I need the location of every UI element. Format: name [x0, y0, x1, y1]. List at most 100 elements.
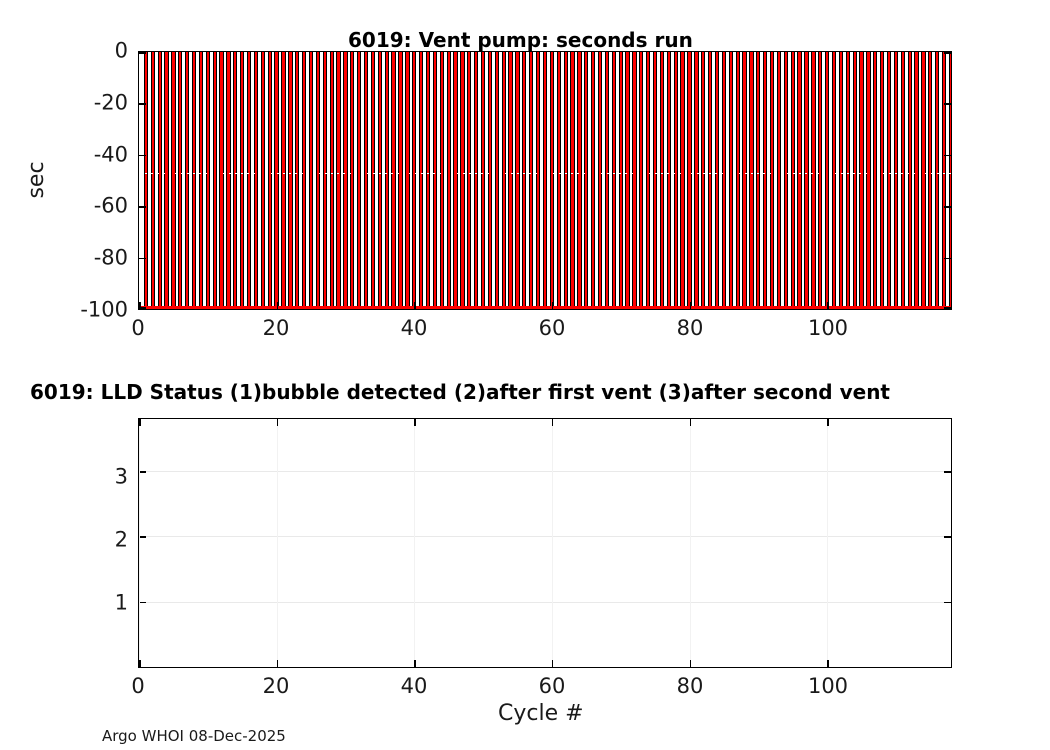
bar-cycle [591, 52, 596, 309]
vent-y-tickmark [139, 257, 146, 260]
lld-status-axes [138, 418, 952, 668]
vent-ytick-m100: -100 [80, 297, 128, 322]
bar-cycle [198, 52, 204, 309]
vent-pump-axes [138, 51, 952, 310]
vent-y-tickmark [139, 154, 146, 157]
bar-cycle [302, 52, 307, 309]
vent-ytick-m80: -80 [93, 245, 128, 270]
vent-xtick-0: 0 [131, 316, 145, 340]
lld-gridline-h [139, 536, 951, 538]
lld-y-tickmark [139, 601, 146, 604]
bar-cycle [625, 52, 630, 309]
vent-xtick-80: 80 [676, 316, 704, 340]
lld-x-tickmark [689, 660, 692, 667]
bar-cycle [763, 52, 768, 309]
bar-cycle [694, 52, 699, 309]
bar-cycle [419, 52, 424, 309]
bar-cycle [157, 52, 162, 309]
lld-xtick-80: 80 [676, 674, 704, 698]
vent-x-tickmark [827, 302, 829, 309]
bar-cycle [804, 52, 809, 309]
lld-y-tickmark [944, 536, 951, 539]
bar-cycle [604, 52, 610, 309]
bar-cycle [191, 52, 197, 309]
vent-y-tickmark [139, 307, 146, 309]
bar-cycle [652, 52, 658, 309]
bar-cycle [219, 52, 224, 309]
bar-cycle [797, 52, 802, 309]
bar-cycle [522, 52, 527, 309]
lld-status-plot-title: 6019: LLD Status (1)bubble detected (2)a… [30, 380, 890, 404]
lld-ytick-3: 3 [114, 464, 128, 489]
vent-x-tickmark [414, 302, 416, 309]
bar-cycle [639, 52, 644, 309]
bar-cycle [708, 52, 713, 309]
bar-cycle [501, 52, 506, 309]
bar-cycle [776, 52, 782, 309]
vent-xtick-100: 100 [807, 316, 849, 340]
lld-y-tickmark [944, 471, 951, 473]
bar-cycle [432, 52, 438, 309]
lld-x-tickmark [551, 419, 554, 426]
bar-cycle [322, 52, 327, 309]
bar-cycle [735, 52, 740, 309]
bar-cycle [205, 52, 210, 309]
lld-xtick-60: 60 [538, 674, 566, 698]
lld-x-tickmark [551, 660, 554, 667]
bar-cycle [233, 52, 238, 309]
bar-cycle [721, 52, 727, 309]
bar-cycle [336, 52, 341, 309]
bar-cycle [529, 52, 534, 309]
bar-cycle [941, 52, 947, 309]
bar-cycle [769, 52, 775, 309]
bar-cycle [370, 52, 376, 309]
bar-cycle [329, 52, 334, 309]
bar-cycle [467, 52, 472, 309]
vent-y-tickmark [944, 206, 951, 208]
vent-pump-plot-title: 6019: Vent pump: seconds run [348, 28, 693, 52]
bar-cycle [687, 52, 692, 309]
vent-y-tickmark [944, 52, 951, 54]
lld-gridline-v [414, 419, 416, 667]
lld-x-tickmark [414, 419, 416, 426]
lld-gridline-h [139, 471, 951, 473]
bar-cycle [253, 52, 259, 309]
bar-cycle [859, 52, 864, 309]
bar-cycle [618, 52, 623, 309]
bar-cycle [412, 52, 417, 309]
vent-ytick-m60: -60 [93, 193, 128, 218]
vent-ytick-m40: -40 [93, 142, 128, 167]
bar-cycle [143, 52, 148, 309]
vent-y-tickmark [139, 103, 146, 105]
bar-cycle [308, 52, 314, 309]
bar-cycle [893, 52, 899, 309]
bar-cycle [611, 52, 616, 309]
vent-x-tickmark [689, 302, 692, 309]
bar-cycle [673, 52, 678, 309]
bar-cycle [666, 52, 671, 309]
bar-cycle [818, 52, 823, 309]
bar-cycle [150, 52, 155, 309]
lld-x-tickmark [276, 419, 279, 426]
bar-cycle [886, 52, 892, 309]
vent-y-tickmark [139, 206, 146, 208]
bar-cycle [556, 52, 561, 309]
bar-cycle [831, 52, 837, 309]
bar-cycle [178, 52, 183, 309]
vent-gridline [139, 172, 951, 174]
bar-cycle [632, 52, 637, 309]
bar-cycle [384, 52, 389, 309]
bar-cycle [288, 52, 293, 309]
bar-cycle [701, 52, 706, 309]
vent-y-tickmark [944, 307, 951, 309]
bar-cycle [260, 52, 265, 309]
vent-ytick-m20: -20 [93, 90, 128, 115]
vent-xtick-60: 60 [538, 316, 566, 340]
bar-cycle [398, 52, 403, 309]
vent-y-tickmark [944, 257, 951, 260]
bar-cycle [246, 52, 252, 309]
bar-cycle [446, 52, 451, 309]
bar-cycle [907, 52, 912, 309]
bar-cycle [185, 52, 190, 309]
